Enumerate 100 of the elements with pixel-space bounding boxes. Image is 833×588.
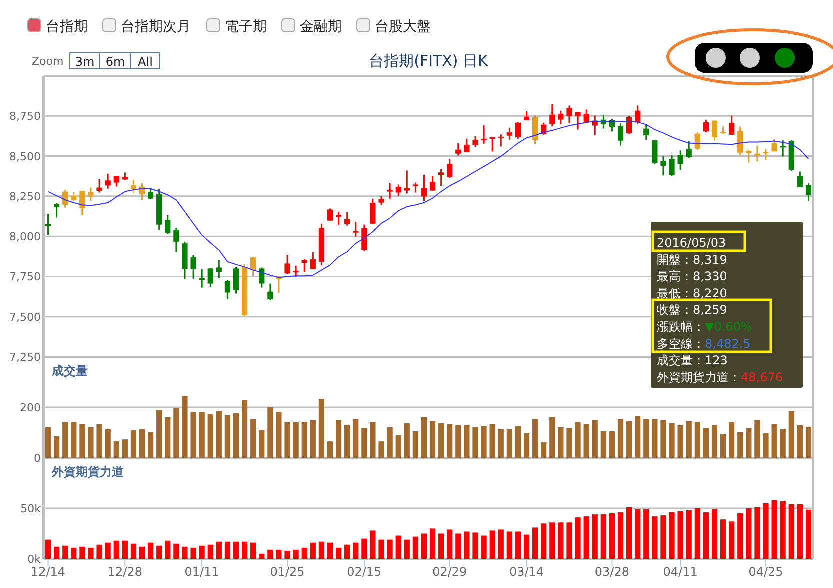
bar — [729, 522, 735, 559]
bar — [156, 410, 162, 458]
bar — [233, 542, 240, 559]
bar — [686, 421, 692, 458]
annotation: 最高：8,330 — [657, 270, 728, 284]
bar — [669, 512, 675, 559]
bar — [506, 532, 512, 559]
bar — [139, 546, 146, 559]
bar — [190, 548, 196, 559]
bar — [199, 412, 205, 458]
bar — [464, 532, 470, 559]
bar — [88, 427, 94, 458]
bar — [276, 412, 282, 458]
bar — [250, 419, 256, 458]
y-tick-label: 0 — [34, 452, 41, 465]
bar — [746, 428, 752, 458]
x-tick-label: 12/14 — [30, 565, 66, 579]
text: 電子期 — [225, 19, 267, 35]
bar — [806, 426, 812, 458]
bar — [233, 413, 240, 458]
text: 金融期 — [300, 19, 342, 35]
bar — [712, 425, 718, 458]
bar — [720, 520, 726, 559]
text: Zoom — [32, 55, 64, 68]
bar — [430, 528, 436, 559]
bar — [284, 422, 290, 458]
bar — [600, 431, 606, 458]
bar — [447, 424, 453, 458]
bar — [88, 548, 94, 559]
bar — [404, 423, 410, 458]
bar — [652, 419, 658, 458]
bar — [242, 542, 248, 559]
bar — [438, 423, 444, 458]
bar — [208, 544, 214, 559]
x-tick-label: 01/25 — [270, 565, 305, 579]
bar — [490, 424, 496, 458]
bar — [268, 407, 274, 458]
y-tick-label: 8,750 — [10, 110, 41, 124]
bar — [224, 415, 231, 458]
bar — [276, 550, 282, 559]
bar — [626, 507, 632, 559]
bar — [558, 522, 564, 559]
text: 6m — [106, 55, 126, 69]
bar — [797, 425, 803, 458]
bar — [336, 420, 342, 458]
bar — [575, 422, 581, 458]
y-tick-label: 50k — [20, 502, 42, 516]
annotation: 2016/05/03 — [657, 236, 726, 250]
y-tick-label: 7,500 — [10, 310, 41, 324]
bar — [139, 429, 146, 458]
text: 台指期次月 — [121, 19, 191, 35]
bar — [481, 536, 487, 559]
bar — [130, 544, 137, 559]
bar — [550, 522, 556, 559]
bar — [481, 426, 487, 458]
x-tick-label: 12/28 — [108, 565, 142, 579]
bar — [114, 442, 120, 458]
bar — [302, 422, 308, 458]
bar — [182, 396, 188, 458]
bar — [336, 548, 342, 559]
y-tick-label: 7,750 — [10, 270, 41, 284]
bar — [208, 414, 214, 458]
x-tick-label: 04/25 — [748, 565, 784, 579]
bar — [114, 540, 120, 559]
annotation: 外資期貨力道：48,676 — [657, 370, 783, 384]
bar — [344, 425, 350, 458]
bar — [310, 542, 316, 559]
bar — [447, 530, 453, 559]
bar — [541, 442, 547, 458]
bar — [344, 544, 350, 559]
bar — [550, 417, 556, 458]
bar — [541, 524, 547, 559]
bar — [797, 504, 803, 559]
text: 3m — [75, 55, 95, 69]
text: 外資期貨力道 — [51, 465, 125, 479]
bar — [242, 400, 248, 458]
bar — [387, 540, 393, 559]
bar — [566, 428, 572, 458]
bar — [327, 542, 334, 559]
annotation: 最低：8,220 — [657, 286, 728, 300]
bar — [412, 431, 418, 458]
annotation: 收盤：8,259 — [657, 303, 728, 318]
bar — [754, 420, 760, 458]
bar — [199, 546, 205, 559]
bar — [80, 546, 86, 559]
bar — [788, 411, 794, 458]
bar — [396, 536, 402, 559]
bar — [532, 528, 538, 559]
bar — [464, 425, 470, 458]
bar — [45, 540, 52, 559]
bar — [362, 428, 368, 458]
bar — [45, 427, 52, 458]
bar — [600, 514, 606, 559]
bar — [720, 434, 726, 458]
bar — [318, 399, 324, 458]
bar — [216, 411, 222, 458]
bar — [524, 534, 530, 559]
bar — [772, 424, 778, 458]
bar — [669, 423, 675, 458]
bar — [660, 516, 666, 559]
